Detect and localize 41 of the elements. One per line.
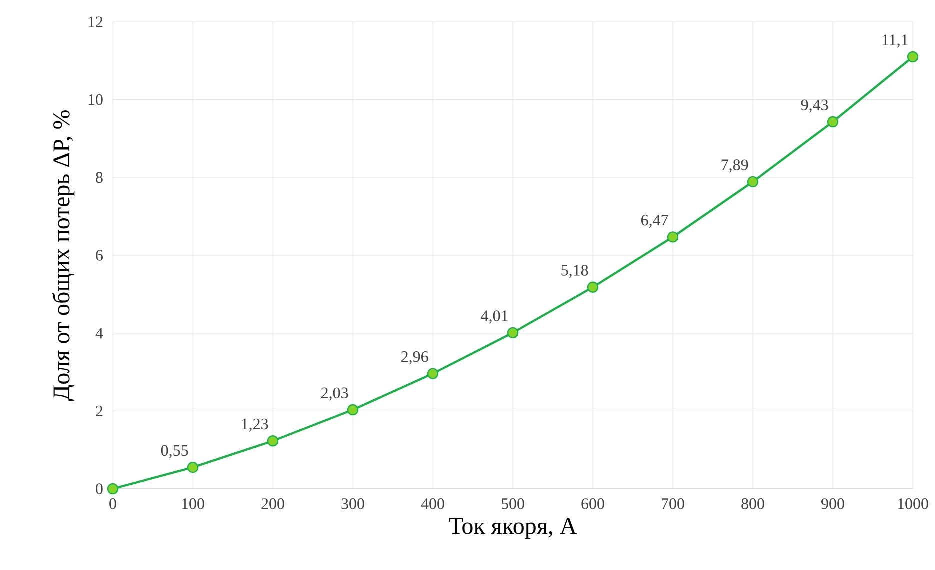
- x-tick-label: 600: [582, 498, 604, 510]
- data-label: 5,18: [562, 265, 588, 278]
- y-tick-label: 4: [96, 328, 104, 339]
- x-tick-label: 900: [822, 498, 844, 510]
- data-label: 1,23: [242, 418, 268, 432]
- x-tick-label: 800: [742, 498, 764, 510]
- point: [427, 368, 439, 380]
- point: [507, 327, 519, 339]
- y-tick-label: 8: [96, 172, 103, 184]
- x-tick-label: 700: [662, 498, 684, 510]
- point: [187, 462, 199, 474]
- x-tick-label: 400: [421, 498, 444, 510]
- data-label: 0,55: [161, 445, 188, 458]
- x-axis-title: Ток якоря, А: [449, 518, 578, 540]
- x-tick-label: 100: [182, 498, 204, 510]
- y-tick-label: 2: [96, 406, 103, 416]
- y-tick-label: 10: [88, 94, 103, 106]
- data-label: 7,89: [722, 160, 748, 173]
- point: [827, 116, 839, 128]
- data-label: 4,01: [481, 310, 508, 324]
- data-label: 2,03: [322, 388, 348, 401]
- point: [107, 483, 119, 495]
- data-label: 2,96: [402, 352, 428, 365]
- data-label: 11,1: [882, 34, 908, 48]
- point: [747, 176, 759, 188]
- y-tick-label: 0: [96, 484, 103, 494]
- y-axis-title: Доля от общих потерь ΔP, %: [52, 110, 75, 402]
- point: [667, 232, 679, 243]
- y-tick-label: 6: [96, 250, 104, 261]
- data-label: 6,47: [641, 214, 668, 228]
- point: [907, 51, 919, 63]
- x-tick-label: 300: [342, 498, 364, 510]
- x-tick-label: 1000: [898, 498, 928, 510]
- x-tick-label: 500: [502, 498, 524, 510]
- point: [267, 436, 279, 447]
- data-label: 9,43: [801, 100, 828, 113]
- point: [347, 404, 359, 416]
- y-tick-label: 12: [88, 16, 103, 28]
- x-tick-label: 0: [110, 498, 116, 510]
- point: [587, 282, 599, 294]
- x-tick-label: 200: [262, 498, 284, 510]
